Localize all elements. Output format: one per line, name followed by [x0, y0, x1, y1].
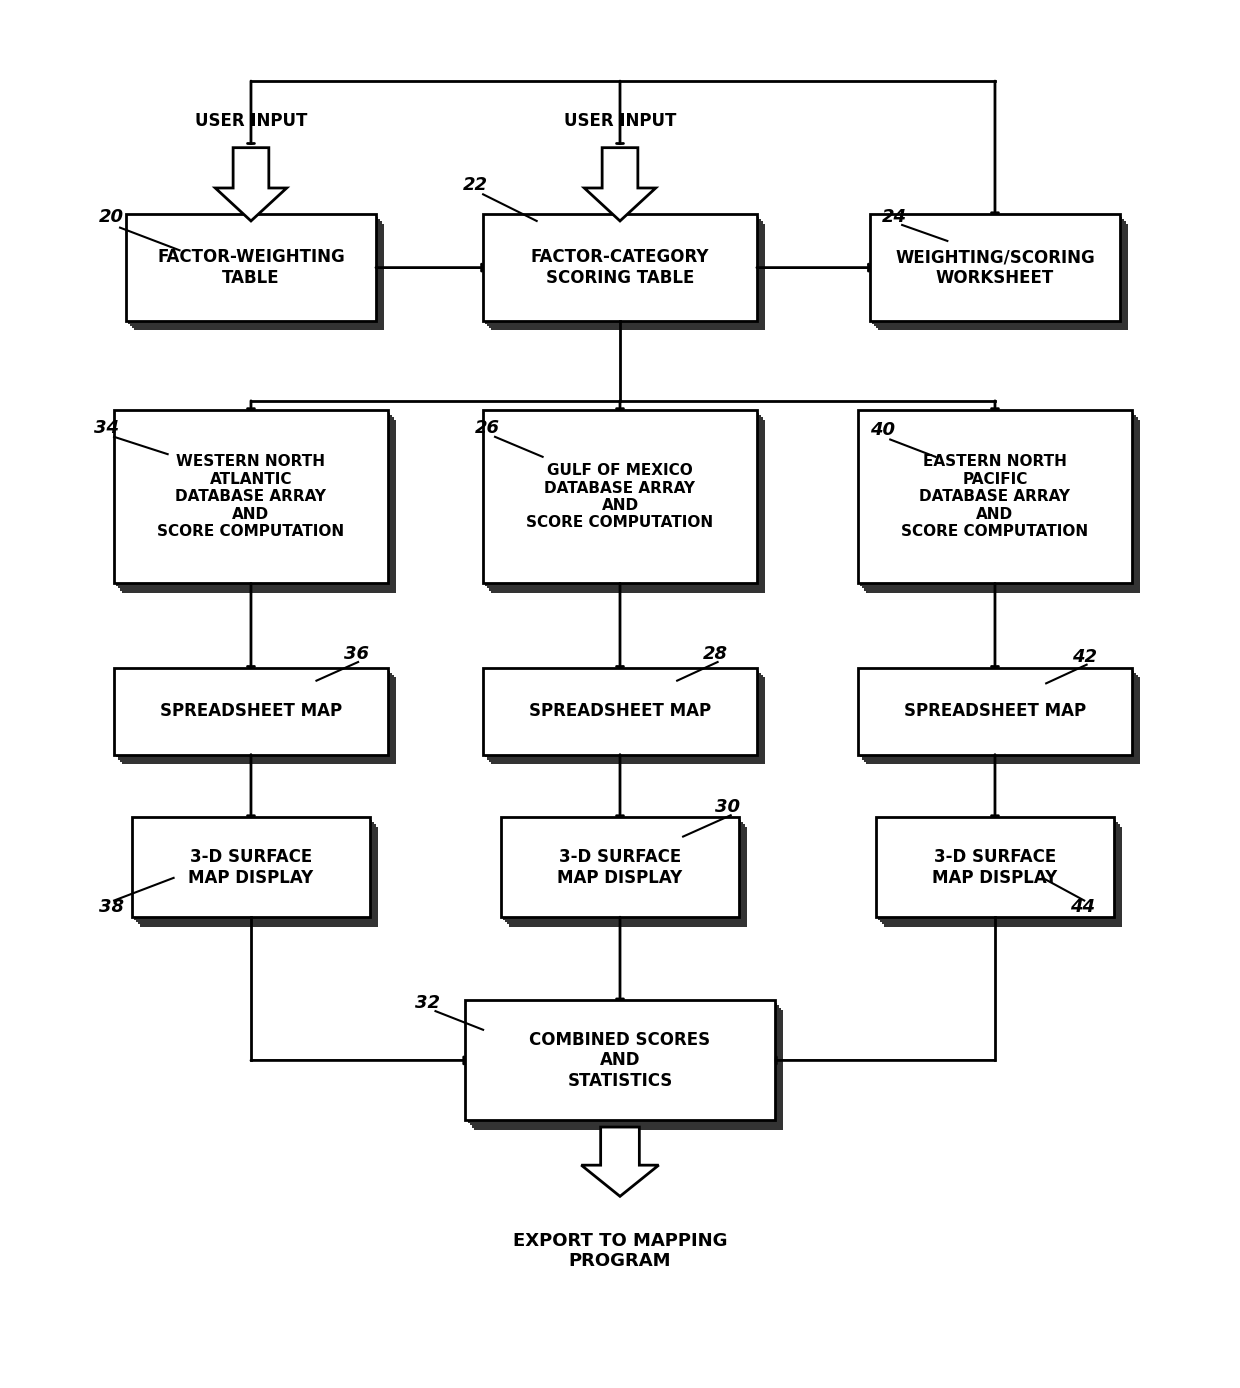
Bar — [506, 822, 744, 922]
Bar — [471, 1008, 781, 1127]
Text: EASTERN NORTH
PACIFIC
DATABASE ARRAY
AND
SCORE COMPUTATION: EASTERN NORTH PACIFIC DATABASE ARRAY AND… — [901, 454, 1089, 539]
Bar — [119, 673, 392, 759]
Bar — [470, 1005, 779, 1126]
Bar — [490, 222, 764, 328]
Bar — [123, 419, 397, 593]
Bar — [484, 214, 756, 321]
Text: 24: 24 — [882, 208, 906, 226]
Text: FACTOR-WEIGHTING
TABLE: FACTOR-WEIGHTING TABLE — [157, 248, 345, 287]
Bar — [507, 824, 745, 924]
Text: EXPORT TO MAPPING
PROGRAM: EXPORT TO MAPPING PROGRAM — [513, 1231, 727, 1270]
Text: 3-D SURFACE
MAP DISPLAY: 3-D SURFACE MAP DISPLAY — [188, 848, 314, 887]
Bar — [484, 411, 756, 583]
Bar — [474, 1010, 784, 1130]
Text: 44: 44 — [1070, 898, 1095, 916]
Bar — [133, 222, 382, 328]
Text: 3-D SURFACE
MAP DISPLAY: 3-D SURFACE MAP DISPLAY — [557, 848, 683, 887]
Text: GULF OF MEXICO
DATABASE ARRAY
AND
SCORE COMPUTATION: GULF OF MEXICO DATABASE ARRAY AND SCORE … — [527, 464, 713, 530]
Bar — [120, 675, 394, 762]
Bar — [131, 818, 370, 917]
Bar — [863, 673, 1136, 759]
Bar — [867, 677, 1141, 763]
Text: USER INPUT: USER INPUT — [195, 112, 308, 130]
Bar — [510, 827, 748, 927]
Bar — [120, 418, 394, 590]
Bar — [870, 214, 1120, 321]
Bar — [490, 675, 764, 762]
Text: 26: 26 — [475, 419, 500, 436]
Text: 28: 28 — [703, 645, 728, 663]
Bar — [490, 418, 764, 590]
Bar — [136, 822, 374, 922]
Bar — [858, 668, 1132, 755]
Bar — [130, 219, 381, 326]
Polygon shape — [582, 1127, 658, 1196]
Bar — [486, 217, 759, 323]
Bar — [126, 214, 376, 321]
Bar — [878, 820, 1116, 920]
Bar — [484, 668, 756, 755]
Bar — [867, 419, 1141, 593]
Bar — [864, 675, 1138, 762]
Bar — [134, 223, 384, 330]
Bar — [864, 418, 1138, 590]
Text: 42: 42 — [1073, 648, 1097, 666]
Bar — [487, 673, 761, 759]
Text: 36: 36 — [343, 645, 368, 663]
Bar — [501, 818, 739, 917]
Bar — [861, 412, 1135, 586]
Bar — [861, 670, 1135, 758]
Bar — [486, 412, 759, 586]
Text: USER INPUT: USER INPUT — [564, 112, 676, 130]
Text: WEIGHTING/SCORING
WORKSHEET: WEIGHTING/SCORING WORKSHEET — [895, 248, 1095, 287]
Text: SPREADSHEET MAP: SPREADSHEET MAP — [904, 702, 1086, 720]
Bar — [491, 677, 765, 763]
Bar — [491, 419, 765, 593]
Bar — [114, 668, 388, 755]
Bar — [465, 1001, 775, 1120]
Text: WESTERN NORTH
ATLANTIC
DATABASE ARRAY
AND
SCORE COMPUTATION: WESTERN NORTH ATLANTIC DATABASE ARRAY AN… — [157, 454, 345, 539]
Bar — [883, 824, 1121, 924]
Text: 3-D SURFACE
MAP DISPLAY: 3-D SURFACE MAP DISPLAY — [932, 848, 1058, 887]
Bar — [117, 412, 391, 586]
Bar — [877, 222, 1126, 328]
Bar — [139, 824, 377, 924]
Text: 32: 32 — [415, 994, 440, 1012]
Text: 20: 20 — [99, 208, 124, 226]
Bar — [863, 415, 1136, 589]
Bar — [487, 415, 761, 589]
Text: 22: 22 — [463, 176, 487, 194]
Bar — [873, 217, 1122, 323]
Bar — [874, 219, 1125, 326]
Bar — [140, 827, 378, 927]
Polygon shape — [216, 147, 286, 221]
Bar — [491, 223, 765, 330]
Bar — [880, 822, 1118, 922]
Bar — [858, 411, 1132, 583]
Bar — [114, 411, 388, 583]
Text: 34: 34 — [94, 419, 119, 436]
Bar — [119, 415, 392, 589]
Bar — [486, 670, 759, 758]
Bar — [467, 1004, 777, 1123]
Bar — [129, 217, 378, 323]
Bar — [487, 219, 761, 326]
Text: SPREADSHEET MAP: SPREADSHEET MAP — [160, 702, 342, 720]
Bar — [134, 820, 372, 920]
Bar — [503, 820, 742, 920]
Text: FACTOR-CATEGORY
SCORING TABLE: FACTOR-CATEGORY SCORING TABLE — [531, 248, 709, 287]
Bar — [117, 670, 391, 758]
Text: SPREADSHEET MAP: SPREADSHEET MAP — [529, 702, 711, 720]
Text: 40: 40 — [870, 421, 895, 439]
Bar — [123, 677, 397, 763]
Text: 38: 38 — [99, 898, 124, 916]
Bar — [878, 223, 1128, 330]
Polygon shape — [584, 147, 656, 221]
Bar — [884, 827, 1122, 927]
Text: COMBINED SCORES
AND
STATISTICS: COMBINED SCORES AND STATISTICS — [529, 1031, 711, 1090]
Text: 30: 30 — [715, 798, 740, 816]
Bar — [875, 818, 1114, 917]
